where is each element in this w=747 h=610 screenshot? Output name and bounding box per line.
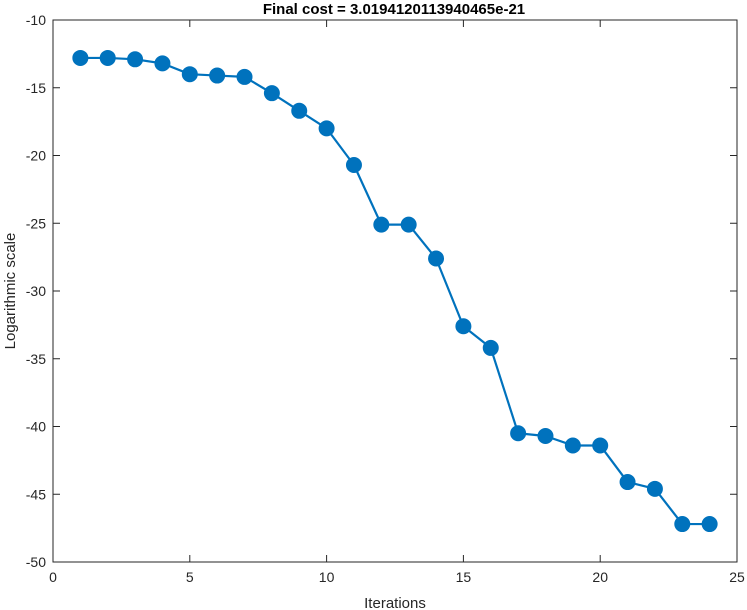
data-point <box>674 516 691 533</box>
x-tick-label: 15 <box>456 569 472 585</box>
x-tick-label: 10 <box>319 569 335 585</box>
data-point <box>373 216 390 233</box>
data-point <box>701 516 718 533</box>
data-point <box>263 85 280 102</box>
axes-frame <box>52 19 738 563</box>
data-point <box>564 437 581 454</box>
y-tick-label: -50 <box>26 554 46 570</box>
x-tick-label: 25 <box>729 569 745 585</box>
y-tick-label: -20 <box>26 148 46 164</box>
data-point <box>209 67 226 84</box>
x-axis-label: Iterations <box>364 595 426 610</box>
chart-title: Final cost = 3.0194120113940465e-21 <box>263 1 525 18</box>
y-tick-label: -25 <box>26 215 46 231</box>
y-tick-label: -10 <box>26 12 46 28</box>
data-point <box>291 102 308 119</box>
data-point <box>510 425 527 442</box>
y-tick-label: -35 <box>26 351 46 367</box>
data-point <box>154 55 171 72</box>
data-point <box>592 437 609 454</box>
data-point <box>400 216 417 233</box>
x-tick-label: 0 <box>49 569 57 585</box>
data-point <box>345 156 362 173</box>
data-point <box>127 51 144 68</box>
y-tick-label: -40 <box>26 419 46 435</box>
plot-area <box>53 20 737 562</box>
y-tick-label: -45 <box>26 486 46 502</box>
data-point <box>537 427 554 444</box>
data-point <box>318 120 335 137</box>
data-point <box>236 68 253 85</box>
y-axis-label: Logarithmic scale <box>2 233 19 350</box>
y-tick-label: -15 <box>26 80 46 96</box>
data-point <box>619 474 636 491</box>
x-tick-label: 5 <box>186 569 194 585</box>
data-point <box>482 339 499 356</box>
data-point <box>72 49 89 66</box>
data-series <box>72 49 718 533</box>
data-point <box>455 318 472 335</box>
data-point <box>428 250 445 267</box>
data-point <box>646 480 663 497</box>
data-point <box>99 49 116 66</box>
y-tick-label: -30 <box>26 283 46 299</box>
x-tick-label: 20 <box>592 569 608 585</box>
data-point <box>181 66 198 83</box>
